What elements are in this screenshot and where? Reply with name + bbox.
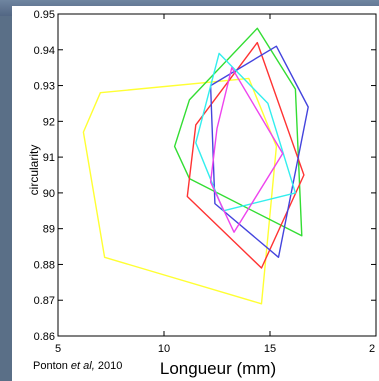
credit-note: Ponton et al, 2010 [33,360,122,372]
y-tick-label: 90 [43,188,55,200]
x-tick-label: 15 [264,343,276,355]
y-tick-label: 0.95 [34,9,55,21]
series-polygon-6 [209,66,284,233]
series-polygon-1 [82,77,278,305]
series-polygon-2 [173,27,303,237]
y-axis-label: circularity [27,145,41,196]
x-axis-label: Longueur (mm) [160,359,276,378]
y-tick-label: 89 [43,224,55,236]
series-polygon-4 [209,45,309,258]
x-tick-label: 2 [369,343,375,355]
y-tick-label: 0.88 [34,259,55,271]
y-tick-label: 92 [43,116,55,128]
series-polygon-3 [186,41,305,269]
credit-year: 2010 [94,360,123,372]
x-tick-label: 10 [158,343,170,355]
credit-author: Ponton [33,360,71,372]
plot-area: 0.86 0.87 0.88 89 90 91 92 0.93 0.94 0.95 5 10 15 2 [34,9,377,355]
y-tick-label: 0.86 [34,331,55,343]
chart-frame [12,6,379,381]
y-tick-label: 91 [43,152,55,164]
x-tick-label: 5 [55,343,61,355]
series-polygon-5 [195,52,297,212]
credit-etal: et al, [70,360,95,372]
y-tick-label: 0.94 [34,45,55,57]
axes-box [57,13,377,337]
y-tick-label: 0.93 [34,81,55,93]
y-tick-label: 0.87 [34,295,55,307]
